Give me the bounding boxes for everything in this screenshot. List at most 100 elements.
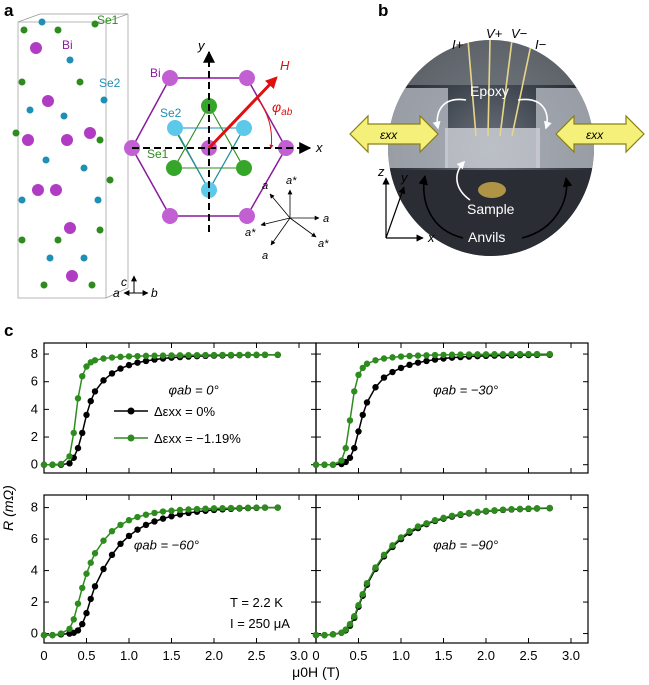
bi-atom — [30, 42, 42, 54]
data-point — [448, 351, 456, 358]
data-point — [134, 352, 141, 360]
label-i-plus: I+ — [452, 37, 464, 52]
data-point — [83, 570, 90, 577]
phi-label: φab — [272, 99, 293, 118]
data-point — [125, 353, 133, 360]
se2-atom — [94, 196, 102, 204]
subplot-label: φab = −60° — [134, 537, 199, 552]
lv-astar2: a* — [245, 227, 256, 239]
lv-astar1: a* — [286, 175, 297, 187]
data-point — [159, 515, 167, 522]
data-point — [176, 352, 184, 359]
panel-c: c 0 2 4 6 8 φab = 0° φab = −30° 0 2 4 6 8 0 0.5 1.0 1.5… — [0, 321, 589, 680]
data-point — [176, 506, 184, 514]
axis-a-label: a — [113, 286, 120, 300]
data-point — [168, 513, 175, 520]
data-point — [423, 520, 430, 527]
data-point — [253, 351, 260, 358]
data-point — [219, 351, 226, 359]
data-point — [83, 609, 90, 617]
data-point — [202, 505, 209, 512]
x-tick-label: 2.0 — [477, 648, 495, 663]
data-point — [117, 365, 124, 372]
y-axis-label: R (mΩ) — [0, 485, 16, 531]
data-point — [474, 508, 481, 516]
se1-atom — [96, 136, 104, 144]
se2-atom — [201, 182, 217, 198]
y-tick-label: 6 — [31, 374, 38, 389]
data-point — [329, 461, 337, 468]
x-tick-label: 1.0 — [392, 648, 410, 663]
data-point — [142, 521, 150, 529]
data-point — [142, 357, 150, 365]
bi-atom — [84, 127, 96, 139]
data-point — [87, 397, 94, 405]
data-point — [380, 374, 388, 381]
se1-atom — [18, 236, 26, 244]
data-point — [414, 523, 422, 530]
data-point — [423, 352, 430, 359]
data-point — [508, 505, 515, 513]
bi-atom — [239, 208, 255, 224]
x-tick-label: 0.5 — [349, 648, 367, 663]
x-tick-label: 0.5 — [77, 648, 95, 663]
xyz-axes — [382, 177, 424, 242]
data-point — [57, 460, 65, 468]
axis-y-label: y — [400, 170, 409, 185]
se2-atom — [60, 112, 68, 120]
se2-atom — [80, 164, 88, 172]
data-point — [431, 351, 439, 359]
data-point — [397, 353, 405, 360]
data-point — [491, 351, 498, 358]
label-sample: Sample — [467, 201, 515, 217]
data-point — [516, 350, 524, 358]
data-point — [546, 350, 553, 358]
data-point — [66, 625, 73, 633]
data-point — [70, 429, 77, 437]
lv-a1: a — [262, 180, 268, 192]
se1-atom — [88, 281, 96, 289]
phi-arc — [256, 97, 274, 149]
data-point — [83, 411, 90, 419]
data-point — [329, 631, 337, 638]
crystal-axes: c a b — [113, 275, 158, 300]
panel-c-letter: c — [4, 321, 13, 340]
data-point — [108, 551, 116, 559]
data-point — [406, 528, 413, 535]
data-point — [351, 444, 358, 452]
data-point — [159, 352, 167, 359]
x-tick-label: 3.0 — [562, 648, 580, 663]
label-v-minus: V− — [511, 26, 528, 41]
data-point — [414, 359, 422, 366]
se1-atom — [18, 78, 26, 86]
label-bi-hex: Bi — [150, 66, 161, 80]
label-se1-crystal: Se1 — [97, 13, 119, 27]
bi-atom — [66, 270, 78, 282]
x-tick-label: 1.5 — [162, 648, 180, 663]
data-point — [359, 364, 366, 372]
se2-atom — [80, 254, 88, 262]
se2-atom — [66, 56, 74, 64]
data-point — [210, 505, 218, 512]
data-point — [108, 354, 116, 361]
data-point — [117, 353, 124, 361]
data-point — [253, 504, 260, 511]
strain-label-left: εxx — [380, 128, 398, 142]
data-point — [397, 364, 405, 372]
data-point — [74, 395, 82, 402]
legend-marker — [127, 434, 135, 442]
lattice-vectors — [260, 189, 320, 246]
annotation-temperature: T = 2.2 K — [230, 595, 283, 610]
x-tick-label: 0 — [312, 648, 319, 663]
se2-atom — [26, 106, 34, 114]
data-point — [261, 504, 269, 511]
h-field-arrow — [207, 76, 278, 150]
data-point — [414, 352, 422, 359]
axis-c-label: c — [121, 275, 127, 289]
data-point — [202, 351, 209, 359]
data-point — [482, 351, 490, 358]
lv-astar3: a* — [318, 238, 329, 250]
panel-a-letter: a — [4, 1, 14, 20]
data-point — [321, 461, 328, 468]
data-point — [346, 620, 354, 628]
